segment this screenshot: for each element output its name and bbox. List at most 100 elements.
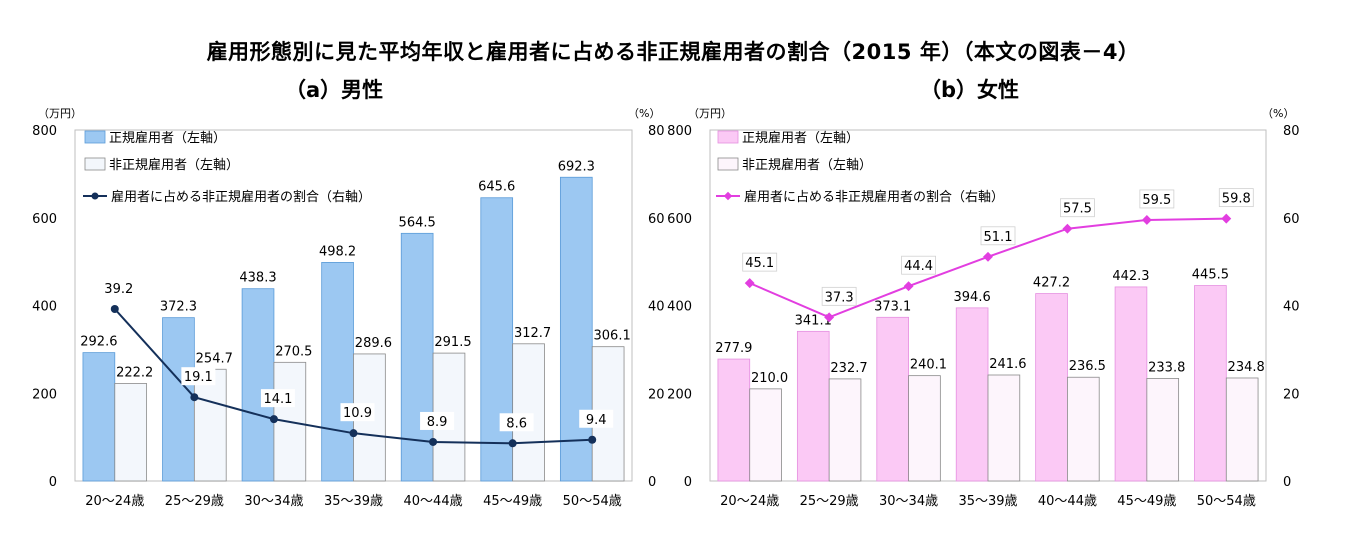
panel-b-ratio-label-bg <box>821 286 857 306</box>
panel-b-regular-bar <box>1114 286 1148 482</box>
panel-b-category-label: 40～44歳 <box>1038 494 1097 509</box>
panel-b-regular-bar-label: 277.9 <box>715 341 752 356</box>
panel-b-nonregular-bar <box>1067 376 1100 482</box>
panel-b-right-tick: 60 <box>1283 212 1300 227</box>
panel-b-left-unit: （万円） <box>688 107 732 120</box>
panel-b-ratio-point <box>824 312 835 323</box>
panel-b-category-label: 20～24歳 <box>720 494 779 509</box>
panel-a-right-unit: （%） <box>628 107 660 120</box>
panel-b-right-tick: 80 <box>1283 124 1300 139</box>
panel-b-nonregular-bar <box>1146 378 1180 482</box>
panel-a-regular-bar <box>321 262 354 482</box>
panel-b-nonregular-bar-label: 233.8 <box>1148 360 1185 375</box>
chart-main-title: 雇用形態別に見た平均年収と雇用者に占める非正規雇用者の割合（2015 年）（本文… <box>206 40 1140 64</box>
panel-b-ratio-point <box>1141 214 1152 225</box>
panel-b-legend-nonregular-swatch <box>717 157 739 171</box>
panel-a-ratio-label-bg <box>579 409 614 428</box>
panel-b-regular-bar-label: 427.2 <box>1033 276 1070 291</box>
panel-b-legend-ratio-marker <box>723 191 733 201</box>
panel-a-legend-regular-swatch <box>84 130 106 144</box>
panel-b-nonregular-bar-label: 241.6 <box>989 357 1026 372</box>
panel-b-ratio-point <box>1062 223 1073 234</box>
panel-b-nonregular-bar <box>908 375 941 482</box>
panel-b-ratio-label-bg <box>1139 189 1175 209</box>
panel-a-ratio-label-bg <box>499 413 534 432</box>
panel-a-ratio-label: 39.2 <box>104 282 133 297</box>
panel-b-regular-bar-label: 373.1 <box>874 299 911 314</box>
panel-b-ratio-label-bg <box>742 252 778 272</box>
panel-b-nonregular-bar <box>828 378 862 482</box>
panel-a-regular-bar <box>559 176 593 482</box>
panel-a-ratio-label: 8.6 <box>506 416 527 431</box>
panel-a-legend-nonregular-swatch <box>84 157 106 171</box>
panel-b-left-tick: 0 <box>684 475 692 490</box>
panel-a-ratio-point <box>349 429 358 438</box>
panel-a-category-label: 30～34歳 <box>244 494 303 509</box>
panel-b-category-label: 35～39歳 <box>958 494 1017 509</box>
panel-b-left-tick: 400 <box>667 300 692 315</box>
panel-b-nonregular-bar <box>1225 377 1259 482</box>
panel-a-regular-bar-label: 692.3 <box>558 159 595 174</box>
panel-a-nonregular-bar <box>512 343 545 482</box>
panel-a-left-unit: （万円） <box>38 107 82 120</box>
panel-b-right-tick: 40 <box>1283 300 1300 315</box>
panel-b-regular-bar <box>876 316 909 482</box>
panel-a-right-tick: 40 <box>648 300 665 315</box>
panel-b-nonregular-bar-label: 232.7 <box>830 361 867 376</box>
panel-a-ratio-point <box>110 305 119 314</box>
panel-b-ratio-label: 44.4 <box>904 259 933 274</box>
panel-b-nonregular-bar <box>987 374 1021 482</box>
panel-a-nonregular-bar <box>193 368 227 482</box>
panel-a-ratio-label: 8.9 <box>427 415 448 430</box>
panel-b-left-tick: 600 <box>667 212 692 227</box>
panel-a-regular-bar-label: 292.6 <box>80 335 117 350</box>
panel-a-category-label: 25～29歳 <box>165 494 224 509</box>
panel-b-regular-bar-label: 341.1 <box>795 313 832 328</box>
panel-a-nonregular-bar-label: 291.5 <box>434 335 471 350</box>
panel-a-ratio-label: 14.1 <box>263 392 292 407</box>
panel-a-category-label: 35～39歳 <box>324 494 383 509</box>
panel-b-ratio-label: 59.8 <box>1222 192 1251 207</box>
panel-a-left-tick: 600 <box>32 212 57 227</box>
panel-a-legend-nonregular-label: 非正規雇用者（左軸） <box>109 157 239 173</box>
panel-a-ratio-point <box>429 437 438 446</box>
panel-b-nonregular-bar-label: 234.8 <box>1228 360 1265 375</box>
panel-b-ratio-label-bg <box>980 226 1016 246</box>
panel-a-category-label: 50～54歳 <box>563 494 622 509</box>
panel-b-regular-bar-label: 394.6 <box>954 290 991 305</box>
panel-a-regular-bar <box>162 317 195 482</box>
panel-a-regular-bar-label: 438.3 <box>239 271 276 286</box>
panel-a-legend-ratio-marker <box>91 192 99 200</box>
panel-b-title: （b）女性 <box>920 78 1020 102</box>
panel-a-ratio-point <box>269 415 278 424</box>
panel-b-legend-regular-label: 正規雇用者（左軸） <box>742 130 859 146</box>
panel-b-ratio-label: 51.1 <box>984 230 1013 245</box>
panel-a-right-tick: 20 <box>648 387 665 402</box>
panel-b-nonregular-bar-label: 210.0 <box>751 371 788 386</box>
panel-b-legend-regular-swatch <box>717 130 739 144</box>
panel-b-regular-bar <box>1194 285 1227 482</box>
panel-b-ratio-point <box>983 251 993 262</box>
panel-a-left-tick: 200 <box>32 387 57 402</box>
panel-a-left-tick: 400 <box>32 300 57 315</box>
panel-a-ratio-label-bg <box>260 389 295 408</box>
panel-b-right-unit: （%） <box>1262 107 1294 120</box>
panel-a-left-tick: 0 <box>49 475 57 490</box>
panel-a-title: （a）男性 <box>285 78 384 102</box>
panel-a-ratio-label-bg <box>101 279 136 298</box>
panel-b-left-tick: 800 <box>667 124 692 139</box>
panel-b-nonregular-bar-label: 236.5 <box>1069 359 1106 374</box>
panel-b-category-label: 50～54歳 <box>1197 494 1256 509</box>
panel-a-nonregular-bar-label: 312.7 <box>514 326 551 341</box>
panel-a-regular-bar-label: 564.5 <box>399 215 436 230</box>
panel-a-regular-bar <box>480 197 514 482</box>
panel-a-ratio-label: 9.4 <box>586 413 607 428</box>
panel-a-category-label: 45～49歳 <box>483 494 542 509</box>
panel-a-ratio-label: 10.9 <box>343 406 372 421</box>
panel-b-ratio-point <box>744 278 755 289</box>
panel-b-category-label: 30～34歳 <box>879 494 938 509</box>
panel-a-regular-bar <box>400 232 434 482</box>
panel-b-right-tick: 20 <box>1283 387 1300 402</box>
panel-a-left-tick: 800 <box>32 124 57 139</box>
